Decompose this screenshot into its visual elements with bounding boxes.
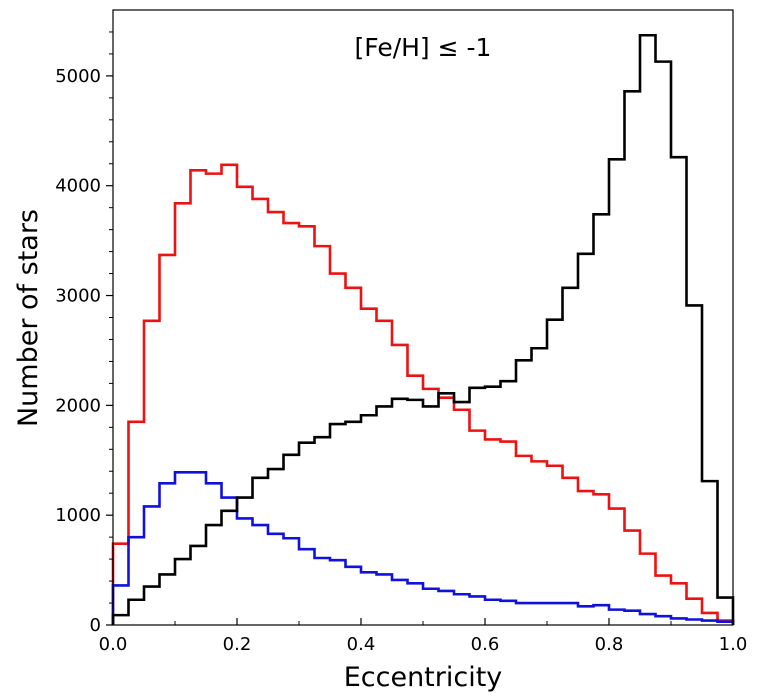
x-tick-label: 0.8 — [595, 634, 624, 655]
x-tick-label: 0.6 — [471, 634, 500, 655]
annotation-metallicity: [Fe/H] ≤ -1 — [355, 33, 492, 62]
series-blue-line — [111, 471, 735, 625]
axes-group: 0.0 0.2 0.4 0.6 0.8 1.0 0 1000 2000 3000 4000 5000 — [55, 31, 748, 655]
x-tick-label: 0.0 — [99, 634, 128, 655]
y-tick-label: 1000 — [55, 505, 101, 526]
y-axis-title: Number of stars — [13, 209, 44, 427]
x-tick-label: 0.4 — [347, 634, 376, 655]
series-black-line — [111, 33, 735, 625]
x-axis-title: Eccentricity — [344, 662, 503, 693]
y-tick-label: 0 — [90, 615, 101, 636]
x-tick-label: 1.0 — [719, 634, 748, 655]
series-red-line — [111, 163, 735, 625]
y-tick-label: 4000 — [55, 176, 101, 197]
plot-background — [113, 10, 733, 625]
y-tick-label: 3000 — [55, 286, 101, 307]
y-tick-label: 2000 — [55, 395, 101, 416]
x-tick-label: 0.2 — [223, 634, 252, 655]
plot-frame — [112, 9, 734, 626]
y-tick-label: 5000 — [55, 66, 101, 87]
series-group — [111, 33, 735, 625]
